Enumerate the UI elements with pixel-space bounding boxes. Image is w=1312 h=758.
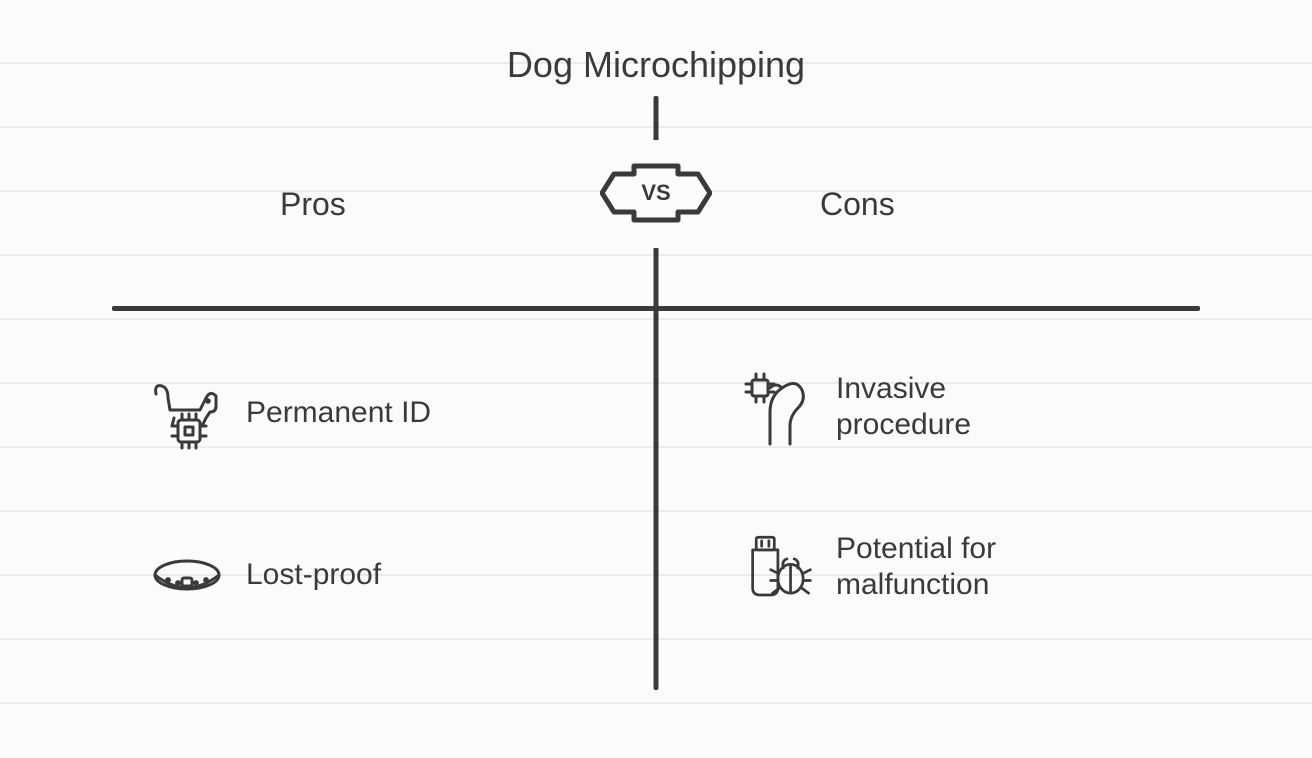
dog-chip-icon: [150, 376, 224, 450]
vs-badge: VS: [600, 160, 712, 226]
diagram-stage: Dog Microchipping VS Pros Cons: [0, 0, 1312, 758]
con-item-1-label: Invasive procedure: [836, 371, 971, 443]
diagram-title: Dog Microchipping: [0, 44, 1312, 86]
con-item-1: Invasive procedure: [740, 370, 971, 444]
pros-heading: Pros: [280, 186, 346, 223]
horizontal-divider: [112, 306, 1200, 311]
vs-text: VS: [641, 180, 670, 206]
pro-item-2-label: Lost-proof: [246, 557, 381, 593]
con-item-2-label: Potential for malfunction: [836, 531, 996, 603]
collar-icon: [150, 538, 224, 612]
pro-item-1: Permanent ID: [150, 376, 431, 450]
hand-chip-icon: [740, 370, 814, 444]
pro-item-2: Lost-proof: [150, 538, 381, 612]
con-item-2: Potential for malfunction: [740, 530, 996, 604]
bug-device-icon: [740, 530, 814, 604]
cons-heading: Cons: [820, 186, 895, 223]
pro-item-1-label: Permanent ID: [246, 395, 431, 431]
